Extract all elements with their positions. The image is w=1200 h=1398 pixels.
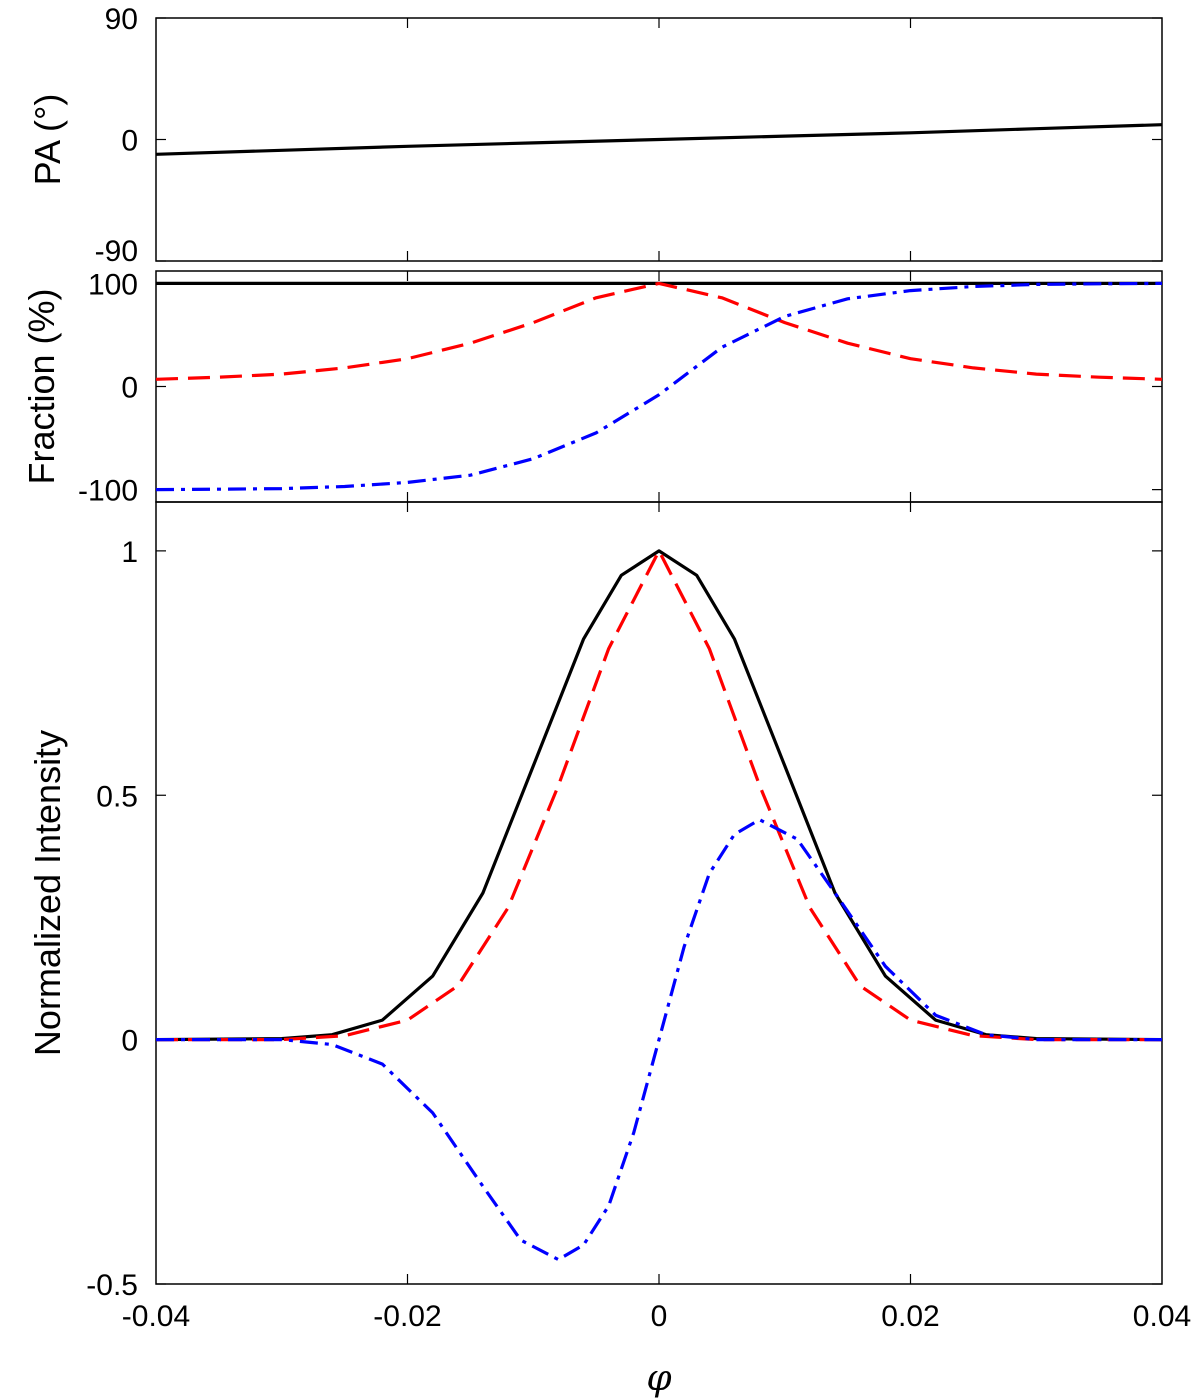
bottom-series-line-0 (155, 549, 1163, 1042)
bottom-y-tick-label: 1 (121, 536, 138, 569)
top-y-tick-label: -90 (95, 235, 138, 268)
middle-series-line-1 (155, 281, 1163, 381)
top-y-tick-label: 0 (121, 125, 138, 158)
top-y-axis-label: PA (°) (27, 94, 68, 186)
middle-panel-frame (155, 270, 1163, 503)
middle-y-tick-label: -100 (78, 475, 138, 508)
bottom-y-tick-label: 0.5 (96, 780, 138, 813)
bottom-y-tick-label: 0 (121, 1025, 138, 1058)
bottom-series-line-2 (156, 818, 1162, 1262)
x-tick-label: -0.04 (122, 1300, 190, 1333)
top-y-tick-label: 90 (105, 3, 138, 36)
middle-series-line-2 (155, 281, 1163, 492)
x-tick-label: -0.02 (373, 1300, 441, 1333)
bottom-series-line-1 (156, 549, 1162, 1042)
bottom-panel-frame (155, 501, 1163, 1285)
middle-y-axis-label: Fraction (%) (21, 288, 62, 484)
bottom-y-axis-label: Normalized Intensity (27, 730, 68, 1056)
middle-y-tick-label: 0 (121, 372, 138, 405)
top-series-line-0 (155, 123, 1163, 156)
x-axis-label: φ (646, 1358, 672, 1398)
x-tick-label: 0.02 (881, 1300, 939, 1333)
x-tick-label: 0 (651, 1300, 668, 1333)
x-tick-label: 0.04 (1133, 1300, 1191, 1333)
bottom-y-tick-label: -0.5 (86, 1269, 138, 1302)
middle-y-tick-label: 100 (88, 268, 138, 301)
